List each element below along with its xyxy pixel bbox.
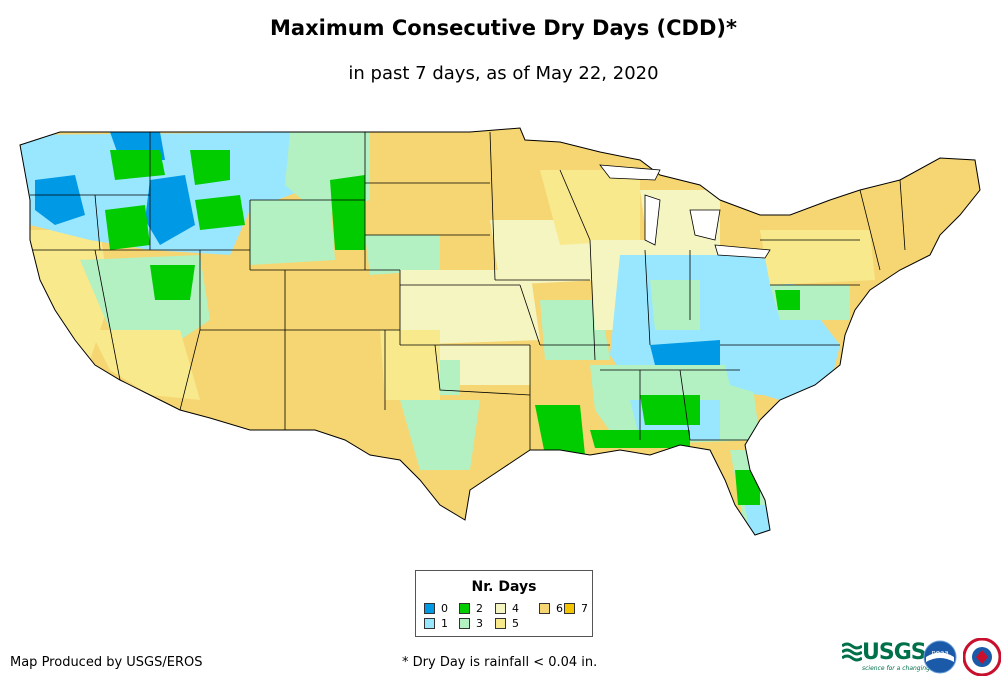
map-title: Maximum Consecutive Dry Days (CDD)* [270,16,737,40]
noaa-label: noaa [931,649,948,657]
legend-swatch [539,603,550,614]
legend-label: 5 [512,617,519,630]
region-5-new-mexico-east [380,330,440,400]
state-boundaries [30,131,906,450]
legend-item-4: 4 [495,602,519,615]
legend-label: 4 [512,602,519,615]
producer-credit: Map Produced by USGS/EROS [10,655,203,670]
legend-swatch [424,618,435,629]
region-2-florida [735,470,760,505]
legend-swatch [495,618,506,629]
usgs-tagline: science for a changing world [862,665,949,672]
region-3-texas [400,400,480,470]
region-2-louisiana [535,405,585,455]
legend-swatch [424,603,435,614]
legend-label: 3 [476,617,483,630]
legend-label: 7 [581,602,588,615]
region-5-pennsylvania [760,230,875,285]
region-5-california-south [90,330,200,400]
legend-item-6: 6 [539,602,563,615]
region-2-nw-c [195,195,245,230]
region-2-nw-b [110,150,165,180]
region-3-wyoming [250,200,335,265]
region-2-wyoming [330,175,365,250]
region-2-alabama [640,395,700,425]
region-3-nebraska [365,235,440,275]
legend-swatch [495,603,506,614]
great-lakes [599,164,771,259]
legend-title: Nr. Days [471,579,537,595]
us-outline-stroke [19,127,981,536]
legend-item-1: 1 [424,617,448,630]
region-3-indiana [650,280,700,330]
usgs-wave-icon [842,642,862,661]
legend-item-7: 7 [564,602,588,615]
legend-item-0: 0 [424,602,448,615]
region-4-michigan [640,190,720,260]
region-0-washington [35,175,85,225]
usgs-wordmark: USGS [862,640,927,665]
legend-swatch [459,618,470,629]
legend-item-2: 2 [459,602,483,615]
usgs-logo: USGS science for a changing world [842,640,948,672]
legend-item-3: 3 [459,617,483,630]
map-subtitle: in past 7 days, as of May 22, 2020 [348,63,659,84]
region-5-wisconsin [540,170,640,245]
region-2-nw-d [190,150,230,185]
region-2-nw-a [105,205,150,250]
region-1-carolinas [720,345,840,400]
us-dry-days-map [19,127,981,536]
legend-label: 2 [476,602,483,615]
region-2-nw-e [150,265,195,300]
region-1-florida-south [745,505,770,535]
nws-logo [963,638,1001,676]
noaa-logo: noaa [923,640,957,674]
region-4-kansas [400,270,540,345]
region-0-idaho [145,175,195,245]
region-2-virginia [775,290,800,310]
region-0-kentucky [650,340,720,365]
legend: Nr. Days 0 1 2 3 4 5 6 7 [415,570,593,637]
legend-swatch [564,603,575,614]
legend-label: 0 [441,602,448,615]
legend-item-5: 5 [495,617,519,630]
dry-day-note: * Dry Day is rainfall < 0.04 in. [402,655,598,670]
legend-label: 6 [556,602,563,615]
legend-label: 1 [441,617,448,630]
legend-swatch [459,603,470,614]
